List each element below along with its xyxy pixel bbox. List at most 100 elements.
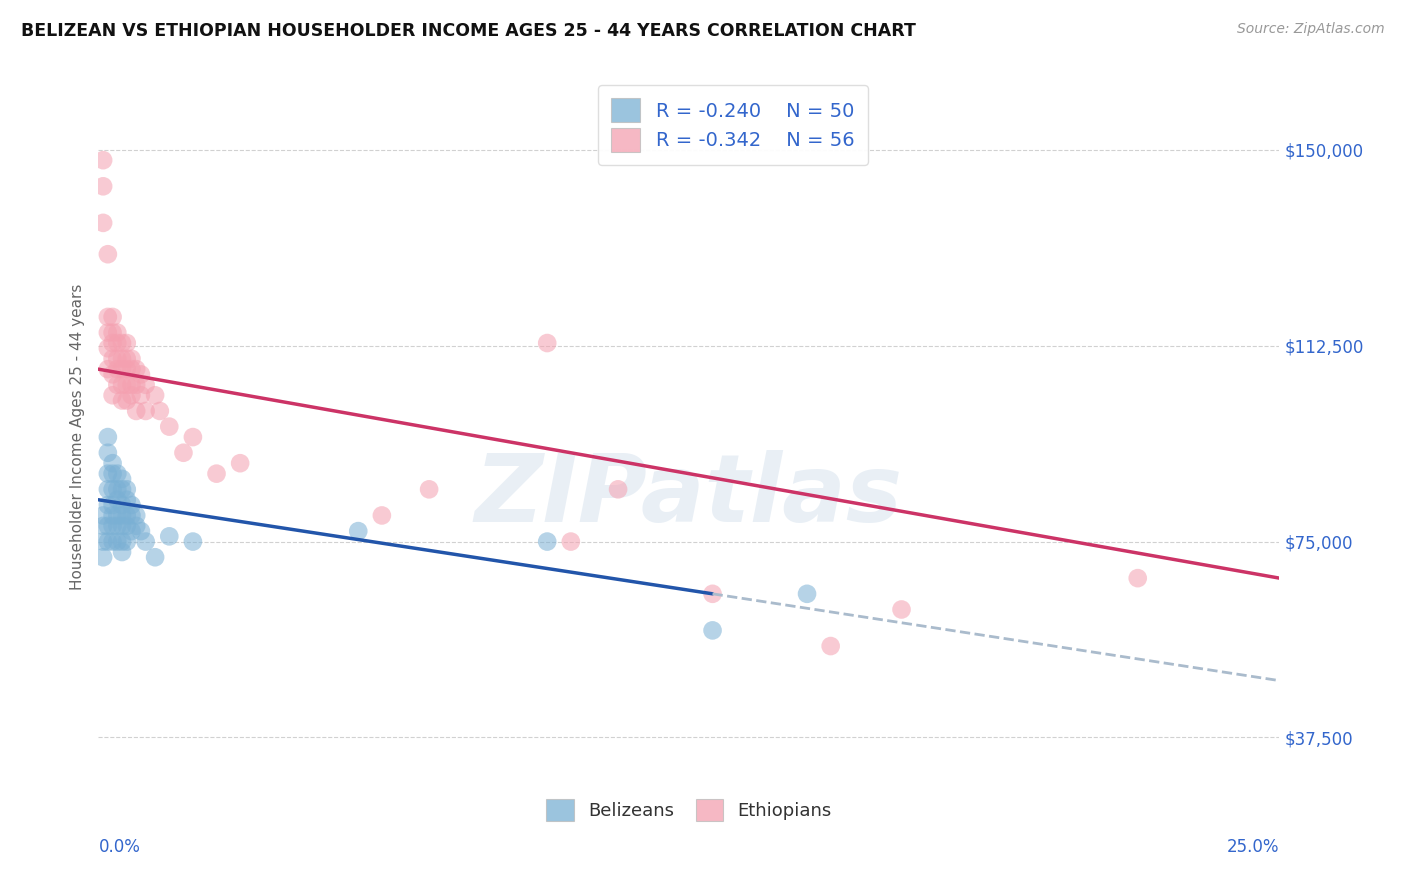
Point (157, 419, 180, 434)
Point (111, 377, 134, 392)
Text: Source: ZipAtlas.com: Source: ZipAtlas.com (1237, 22, 1385, 37)
Point (101, 483, 124, 497)
Point (105, 519, 128, 533)
Point (101, 498, 124, 512)
Point (115, 336, 138, 351)
Point (111, 393, 134, 408)
Point (97, 247, 120, 261)
Point (97, 467, 120, 481)
Point (135, 404, 157, 418)
Point (135, 534, 157, 549)
Point (97, 498, 120, 512)
Point (97, 430, 120, 444)
Point (121, 508, 143, 523)
Point (115, 483, 138, 497)
Point (105, 336, 128, 351)
Point (111, 351, 134, 366)
Point (97, 519, 120, 533)
Point (125, 362, 148, 376)
Point (91, 550, 114, 565)
Point (97, 446, 120, 460)
Point (91, 508, 114, 523)
Point (105, 534, 128, 549)
Point (105, 508, 128, 523)
Point (121, 388, 143, 402)
Point (101, 519, 124, 533)
Point (607, 483, 630, 497)
Point (129, 368, 152, 382)
Point (105, 483, 128, 497)
Point (181, 430, 204, 444)
Point (157, 529, 180, 543)
Point (121, 377, 143, 392)
Point (125, 519, 148, 533)
Point (97, 362, 120, 376)
Point (91, 153, 114, 168)
Point (115, 534, 138, 549)
Y-axis label: Householder Income Ages 25 - 44 years: Householder Income Ages 25 - 44 years (69, 284, 84, 591)
Point (820, 639, 842, 653)
Point (129, 524, 152, 538)
Point (105, 351, 128, 366)
Point (143, 388, 166, 402)
Point (105, 492, 128, 507)
Point (101, 456, 124, 470)
Point (121, 351, 143, 366)
Point (115, 508, 138, 523)
Point (111, 498, 134, 512)
Point (121, 524, 143, 538)
Point (115, 377, 138, 392)
Point (115, 492, 138, 507)
Point (91, 179, 114, 194)
Point (101, 467, 124, 481)
Point (115, 351, 138, 366)
Point (111, 472, 134, 486)
Point (97, 326, 120, 340)
Point (536, 336, 558, 351)
Point (101, 368, 124, 382)
Point (229, 456, 252, 470)
Point (149, 404, 172, 418)
Point (105, 326, 128, 340)
Point (91, 534, 114, 549)
Text: ZIPatlas: ZIPatlas (475, 450, 903, 541)
Point (115, 393, 138, 408)
Point (101, 326, 124, 340)
Point (111, 362, 134, 376)
Point (890, 602, 912, 616)
Point (111, 336, 134, 351)
Point (1126, 571, 1149, 585)
Point (105, 467, 128, 481)
Point (101, 336, 124, 351)
Point (536, 534, 558, 549)
Point (111, 545, 134, 559)
Point (121, 362, 143, 376)
Point (125, 508, 148, 523)
Point (125, 404, 148, 418)
Point (135, 377, 157, 392)
Text: BELIZEAN VS ETHIOPIAN HOUSEHOLDER INCOME AGES 25 - 44 YEARS CORRELATION CHART: BELIZEAN VS ETHIOPIAN HOUSEHOLDER INCOME… (21, 22, 915, 40)
Point (101, 534, 124, 549)
Point (181, 534, 204, 549)
Point (115, 519, 138, 533)
Legend: Belizeans, Ethiopians: Belizeans, Ethiopians (534, 787, 844, 834)
Point (702, 587, 724, 601)
Text: 25.0%: 25.0% (1227, 838, 1279, 855)
Point (97, 483, 120, 497)
Point (111, 508, 134, 523)
Point (101, 508, 124, 523)
Point (101, 351, 124, 366)
Point (143, 550, 166, 565)
Point (796, 587, 818, 601)
Point (115, 362, 138, 376)
Point (129, 388, 152, 402)
Point (101, 310, 124, 324)
Point (97, 341, 120, 355)
Point (125, 377, 148, 392)
Text: 0.0%: 0.0% (98, 838, 141, 855)
Point (111, 519, 134, 533)
Point (702, 624, 724, 638)
Point (111, 534, 134, 549)
Point (172, 446, 194, 460)
Point (371, 508, 394, 523)
